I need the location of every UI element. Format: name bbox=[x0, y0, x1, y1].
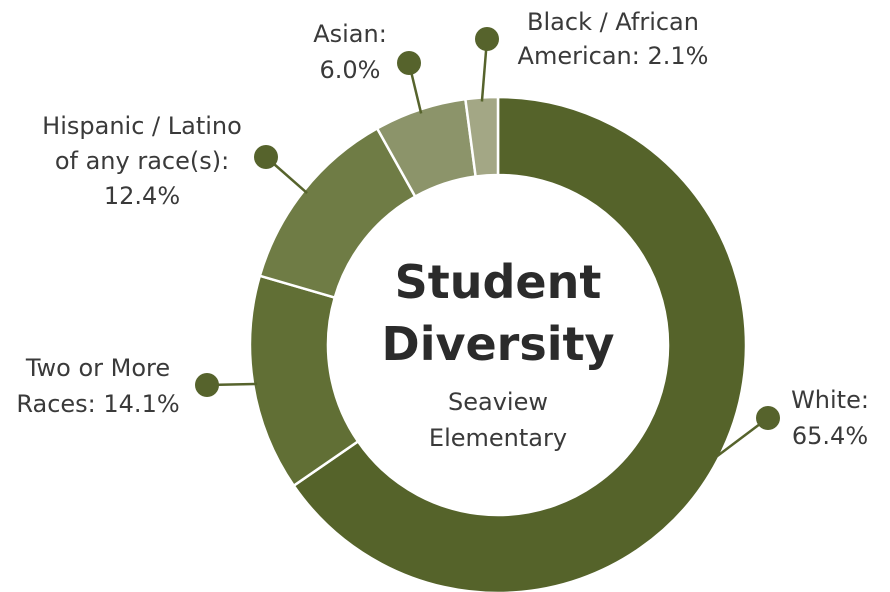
slice-label-line: of any race(s): bbox=[55, 147, 229, 175]
label-marker bbox=[475, 27, 499, 51]
slice-label-line: Races: 14.1% bbox=[16, 390, 179, 418]
chart-subtitle-line: Seaview bbox=[448, 388, 548, 416]
slice-label-line: 65.4% bbox=[792, 422, 868, 450]
label-marker bbox=[195, 373, 219, 397]
chart-title-line: Student bbox=[395, 255, 602, 309]
leader-lines bbox=[195, 27, 780, 460]
slice-label: Two or More Races: 14.1% bbox=[16, 354, 179, 418]
slice-label: Black / African American: 2.1% bbox=[518, 8, 709, 70]
slice-label-line: Hispanic / Latino bbox=[42, 112, 242, 140]
label-marker bbox=[397, 51, 421, 75]
slice-label: Hispanic / Latino of any race(s): 12.4% bbox=[42, 112, 242, 210]
slice-label-line: 12.4% bbox=[104, 182, 180, 210]
chart-title-line: Diversity bbox=[382, 317, 615, 371]
slice-label-line: Two or More bbox=[25, 354, 170, 382]
slice-labels: White: 65.4% Two or More Races: 14.1% Hispan… bbox=[16, 8, 869, 450]
donut-slices bbox=[248, 95, 748, 592]
donut-slice bbox=[463, 95, 500, 178]
donut-slice bbox=[292, 95, 748, 592]
label-marker bbox=[254, 145, 278, 169]
slice-label: White: 65.4% bbox=[791, 386, 869, 450]
label-marker bbox=[756, 406, 780, 430]
chart-title: Student Diversity bbox=[382, 255, 615, 371]
chart-subtitle-line: Elementary bbox=[429, 424, 567, 452]
chart-subtitle: Seaview Elementary bbox=[429, 388, 567, 452]
slice-label-line: Asian: bbox=[313, 20, 387, 48]
slice-label-line: Black / African bbox=[527, 8, 699, 36]
slice-label-line: American: 2.1% bbox=[518, 42, 709, 70]
slice-label-line: 6.0% bbox=[320, 56, 381, 84]
slice-label: Asian: 6.0% bbox=[313, 20, 387, 84]
slice-label-line: White: bbox=[791, 386, 869, 414]
